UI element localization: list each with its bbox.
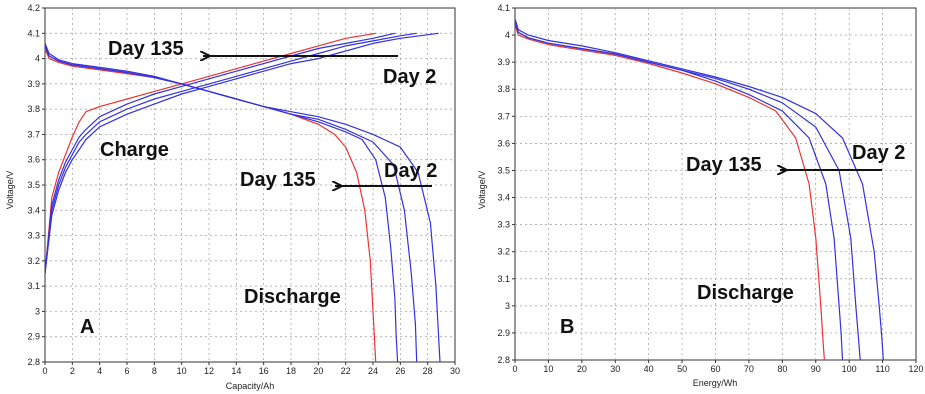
x-tick-label: 28 bbox=[423, 366, 433, 376]
x-tick-label: 20 bbox=[313, 366, 323, 376]
series-line-charge-day2-1 bbox=[45, 32, 396, 274]
x-tick-label: 0 bbox=[512, 364, 517, 374]
annotation-day135-discharge: Day 135 bbox=[240, 169, 316, 191]
x-tick-label: 20 bbox=[577, 364, 587, 374]
x-tick-label: 12 bbox=[204, 366, 214, 376]
panel-label: A bbox=[80, 316, 94, 338]
annotation-day2-discharge: Day 2 bbox=[384, 160, 437, 182]
x-tick-label: 80 bbox=[777, 364, 787, 374]
series-line-charge-day135-0 bbox=[45, 32, 376, 274]
y-tick-label: 4.1 bbox=[497, 3, 510, 13]
x-tick-label: 6 bbox=[124, 366, 129, 376]
x-tick-label: 2 bbox=[70, 366, 75, 376]
y-tick-label: 3.8 bbox=[27, 104, 40, 114]
x-tick-label: 90 bbox=[811, 364, 821, 374]
y-tick-label: 3.7 bbox=[27, 129, 40, 139]
y-tick-label: 3.1 bbox=[27, 281, 40, 291]
series-line-discharge-day2-2 bbox=[515, 21, 861, 360]
panel-label: B bbox=[560, 316, 574, 338]
x-tick-label: 10 bbox=[543, 364, 553, 374]
x-tick-label: 50 bbox=[677, 364, 687, 374]
y-tick-label: 3.9 bbox=[27, 79, 40, 89]
x-axis-label: Energy/Wh bbox=[693, 378, 738, 388]
x-tick-label: 120 bbox=[908, 364, 923, 374]
y-tick-label: 3.5 bbox=[27, 180, 40, 190]
x-tick-label: 70 bbox=[744, 364, 754, 374]
y-tick-label: 2.9 bbox=[497, 328, 510, 338]
y-tick-label: 3.8 bbox=[497, 84, 510, 94]
annotation-day2: Day 2 bbox=[852, 142, 905, 164]
x-tick-label: 16 bbox=[259, 366, 269, 376]
y-tick-label: 3.4 bbox=[497, 193, 510, 203]
y-tick-label: 4 bbox=[505, 30, 510, 40]
y-tick-label: 3.5 bbox=[497, 165, 510, 175]
y-tick-label: 3.1 bbox=[497, 274, 510, 284]
x-tick-label: 8 bbox=[152, 366, 157, 376]
y-tick-label: 3.2 bbox=[497, 247, 510, 257]
x-axis-label: Capacity/Ah bbox=[226, 381, 275, 391]
x-tick-label: 4 bbox=[97, 366, 102, 376]
x-tick-label: 40 bbox=[644, 364, 654, 374]
y-tick-label: 3.3 bbox=[497, 220, 510, 230]
panel-a: 0 2 4 6 8 10 12 14 16 18 20 22 24 26 28 302.82.933.13.2… bbox=[5, 3, 460, 391]
x-tick-label: 26 bbox=[395, 366, 405, 376]
y-tick-label: 3.2 bbox=[27, 256, 40, 266]
annotation-discharge-b: Discharge bbox=[697, 282, 794, 304]
series-line-discharge-day2-7 bbox=[45, 43, 441, 362]
y-tick-label: 3.7 bbox=[497, 111, 510, 121]
y-axis-label: Voltage/V bbox=[5, 171, 15, 210]
series-line-charge-day2-3 bbox=[45, 32, 439, 274]
annotation-day135-charge: Day 135 bbox=[108, 38, 184, 60]
series-line-charge-day2-2 bbox=[45, 32, 417, 274]
series-line-discharge-day2-3 bbox=[515, 18, 884, 360]
x-tick-label: 0 bbox=[42, 366, 47, 376]
y-tick-label: 3.4 bbox=[27, 205, 40, 215]
panel-b: 0 10 20 30 40 50 60 70 80 90 100 110 120 2.8 2.9 3 3.1 3.… bbox=[477, 3, 924, 388]
x-tick-label: 100 bbox=[842, 364, 857, 374]
x-tick-label: 14 bbox=[231, 366, 241, 376]
annotation-day135: Day 135 bbox=[686, 154, 762, 176]
y-tick-label: 4.1 bbox=[27, 28, 40, 38]
x-tick-label: 110 bbox=[875, 364, 889, 374]
annotation-charge: Charge bbox=[100, 139, 169, 161]
y-tick-label: 3.6 bbox=[27, 155, 40, 165]
x-tick-label: 24 bbox=[368, 366, 378, 376]
y-tick-label: 2.8 bbox=[27, 357, 40, 367]
x-tick-label: 18 bbox=[286, 366, 296, 376]
series-line-discharge-day135-0 bbox=[515, 24, 825, 360]
x-tick-label: 10 bbox=[177, 366, 187, 376]
y-tick-label: 4.2 bbox=[27, 3, 40, 13]
y-tick-label: 3 bbox=[505, 301, 510, 311]
annotation-day2-charge: Day 2 bbox=[383, 66, 436, 88]
y-tick-label: 2.9 bbox=[27, 332, 40, 342]
x-tick-label: 60 bbox=[710, 364, 720, 374]
x-tick-label: 22 bbox=[341, 366, 351, 376]
y-tick-label: 3.3 bbox=[27, 231, 40, 241]
y-tick-label: 3.9 bbox=[497, 57, 510, 67]
annotation-discharge: Discharge bbox=[244, 286, 341, 308]
x-tick-label: 30 bbox=[450, 366, 460, 376]
y-tick-label: 4 bbox=[35, 54, 40, 64]
y-tick-label: 2.8 bbox=[497, 355, 510, 365]
y-tick-label: 3 bbox=[35, 306, 40, 316]
y-tick-label: 3.6 bbox=[497, 138, 510, 148]
x-tick-label: 30 bbox=[610, 364, 620, 374]
y-axis-label: Voltage/V bbox=[477, 171, 487, 210]
